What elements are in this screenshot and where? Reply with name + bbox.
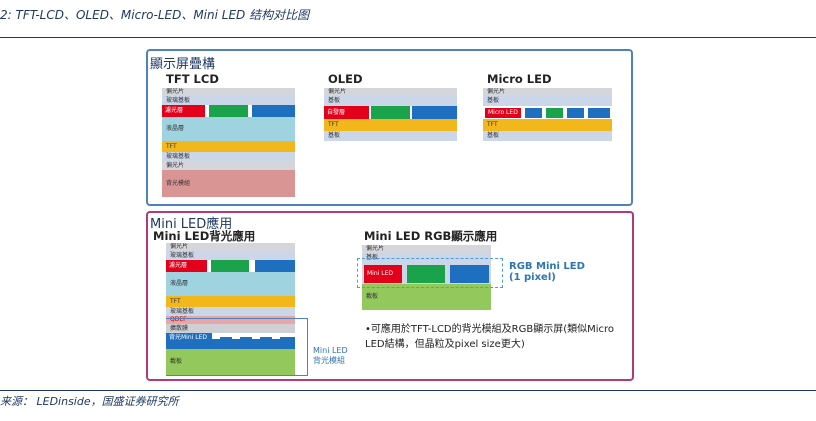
backlight-gap-4 — [272, 333, 280, 339]
rgb-polarizer: 偏光片 — [362, 245, 491, 253]
bottom-rule — [0, 390, 816, 391]
backlight-gap-2 — [232, 333, 240, 339]
tft-lcd-green-filter — [209, 105, 248, 117]
mini-led-rgb-title: Mini LED RGB顯示應用 — [364, 229, 498, 243]
rgb-carrier-board: 載板 — [362, 284, 491, 310]
micro-led-blue-chip-2 — [567, 108, 584, 118]
oled-green-pixel — [371, 106, 410, 119]
backlight-gap-3 — [252, 333, 260, 339]
backlight-glass-bottom: 玻璃基板 — [166, 307, 295, 316]
backlight-blue-filter — [255, 260, 295, 272]
tft-lcd-liquid-crystal: 液晶層 — [162, 117, 295, 141]
backlight-glass-top: 玻璃基板 — [166, 251, 295, 260]
tft-lcd-blue-filter — [252, 105, 295, 117]
backlight-qdef-film: QDEF — [166, 316, 295, 324]
rgb-red-chip: Mini LED — [364, 265, 402, 283]
tft-lcd-title: TFT LCD — [166, 72, 219, 86]
backlight-color-filter: 濾光層 — [166, 260, 295, 272]
tft-lcd-color-filter: 濾光層 — [162, 105, 295, 117]
backlight-mini-led-label: 背光Mini LED — [166, 333, 212, 343]
top-rule — [0, 37, 816, 38]
display-stack-panel — [146, 49, 633, 206]
micro-led-chip-layer: Micro LED — [483, 106, 612, 119]
tft-lcd-polarizer-top: 偏光片 — [162, 88, 295, 96]
source-note: 来源： LEDinside，国盛证券研究所 — [0, 395, 179, 408]
backlight-red-filter: 濾光層 — [166, 260, 207, 272]
application-note: •可應用於TFT-LCD的背光模組及RGB顯示屏(類似Micro LED結構，但… — [365, 324, 615, 350]
backlight-gap-1 — [212, 333, 220, 339]
micro-led-title: Micro LED — [487, 72, 552, 86]
display-stack-title: 顯示屏疊構 — [150, 57, 216, 72]
rgb-pixel-dashed-box — [357, 258, 503, 288]
oled-title: OLED — [328, 72, 363, 86]
micro-led-red-chip: Micro LED — [485, 108, 521, 118]
rgb-blue-chip — [450, 265, 489, 283]
backlight-module-bracket — [166, 318, 308, 376]
oled-substrate-bottom: 基板 — [324, 131, 457, 141]
backlight-module-label-line2: 背光模組 — [313, 355, 345, 365]
micro-led-polarizer: 偏光片 — [483, 88, 612, 96]
rgb-mini-led-label-line1: RGB Mini LED — [509, 261, 585, 272]
mini-led-application-panel — [146, 211, 634, 381]
oled-tft-layer: TFT — [324, 119, 457, 131]
tft-lcd-tft-layer: TFT — [162, 141, 295, 152]
rgb-mini-led-layer: Mini LED — [362, 262, 491, 284]
mini-led-backlight-title: Mini LED背光應用 — [153, 229, 256, 243]
backlight-module-label-line1: Mini LED — [313, 346, 348, 355]
mini-led-application-title: Mini LED應用 — [150, 217, 233, 232]
micro-led-substrate-bottom: 基板 — [483, 131, 612, 141]
oled-blue-pixel — [412, 106, 457, 119]
rgb-mini-led-label: RGB Mini LED (1 pixel) — [509, 261, 585, 283]
rgb-substrate: 基板 — [362, 253, 491, 262]
backlight-tft-layer: TFT — [166, 296, 295, 307]
oled-red-pixel: 自發層 — [324, 106, 369, 119]
tft-lcd-polarizer-bottom: 偏光片 — [162, 161, 295, 170]
backlight-diffuser-film: 擴散膜 — [166, 324, 295, 333]
oled-substrate-top: 基板 — [324, 96, 457, 106]
tft-lcd-glass-bottom: 玻璃基板 — [162, 152, 295, 161]
micro-led-tft-layer: TFT — [483, 119, 612, 131]
rgb-mini-led-label-line2: (1 pixel) — [509, 272, 556, 283]
oled-polarizer: 偏光片 — [324, 88, 457, 96]
tft-lcd-backlight-module: 背光模組 — [162, 170, 295, 197]
tft-lcd-red-filter: 濾光層 — [162, 105, 205, 117]
backlight-polarizer-top: 偏光片 — [166, 243, 295, 251]
oled-emissive-layer: 自發層 — [324, 106, 457, 119]
rgb-green-chip — [407, 265, 445, 283]
backlight-carrier-board: 載板 — [166, 349, 295, 375]
backlight-green-filter — [211, 260, 249, 272]
micro-led-substrate-top: 基板 — [483, 96, 612, 106]
figure-title: 2: TFT-LCD、OLED、Micro-LED、Mini LED 结构对比图 — [0, 8, 310, 22]
micro-led-green-chip — [546, 108, 563, 118]
backlight-liquid-crystal: 液晶層 — [166, 272, 295, 296]
backlight-mini-led-array: 背光Mini LED — [166, 333, 295, 349]
tft-lcd-glass-top: 玻璃基板 — [162, 96, 295, 105]
backlight-module-label: Mini LED 背光模組 — [313, 346, 348, 365]
micro-led-blue-chip-3 — [588, 108, 610, 118]
micro-led-blue-chip-1 — [525, 108, 542, 118]
